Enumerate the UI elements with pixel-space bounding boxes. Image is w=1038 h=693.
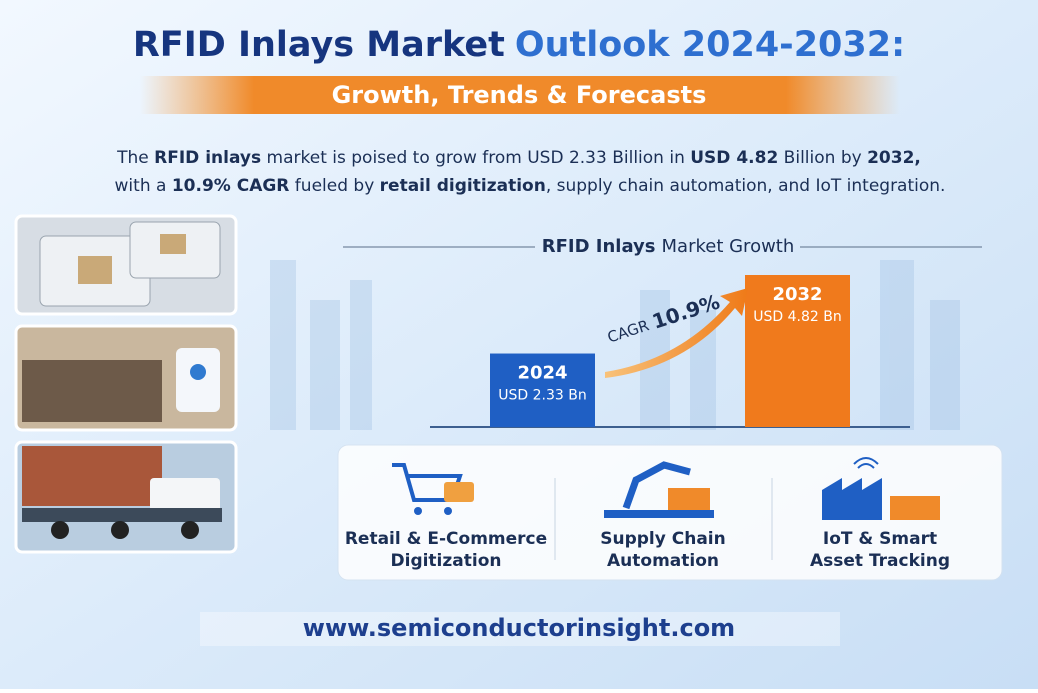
intro-segment: retail digitization <box>380 176 546 196</box>
bars: 2024 USD 2.33 Bn 2032 USD 4.82 Bn <box>490 275 850 427</box>
footer-url[interactable]: www.semiconductorinsight.com <box>303 614 735 642</box>
title: RFID Inlays Market Outlook 2024-2032: <box>133 25 905 65</box>
title-part: Outlook 2024-2032: <box>515 25 905 65</box>
intro-segment: The <box>116 148 154 168</box>
chart-title-part: Market Growth <box>662 236 795 257</box>
intro-line: with a 10.9% CAGR fueled by retail digit… <box>115 176 946 196</box>
intro-segment: fueled by <box>289 176 379 196</box>
bar-value-label: USD 4.82 Bn <box>753 309 841 325</box>
icon-cart <box>392 463 474 515</box>
icon-robot-arm <box>604 461 714 518</box>
bar <box>745 275 850 427</box>
icon-iot-factory <box>822 457 940 520</box>
intro-segment: , supply chain automation, and IoT integ… <box>546 176 946 196</box>
feature-label: Automation <box>607 551 719 571</box>
subtitle-band <box>140 76 900 114</box>
chart-title: RFID Inlays Market Growth <box>542 236 795 257</box>
feature-label: Digitization <box>391 551 502 571</box>
intro-segment: 10.9% CAGR <box>172 176 290 196</box>
feature-label: Retail & E-Commerce <box>345 529 547 549</box>
growth-arrow <box>605 288 748 378</box>
photo-retail <box>14 324 238 432</box>
city-skyline <box>270 260 960 430</box>
footer-band <box>200 612 840 646</box>
bar-value-label: USD 2.33 Bn <box>498 388 586 404</box>
feature-label: Supply Chain <box>600 529 726 549</box>
bar-year: 2032 <box>772 284 822 305</box>
subtitle: Growth, Trends & Forecasts <box>332 81 707 109</box>
photo-rfid-inlays <box>14 214 238 316</box>
photo-logistics <box>14 440 238 554</box>
intro-segment: Billion by <box>778 148 867 168</box>
feature-label: IoT & Smart <box>823 529 937 549</box>
intro-segment: market is poised to grow from USD 2.33 B… <box>261 148 690 168</box>
intro-segment: USD 4.82 <box>690 148 778 168</box>
intro-line: The RFID inlays market is poised to grow… <box>116 148 921 168</box>
intro-segment: with a <box>115 176 172 196</box>
bar <box>490 353 595 427</box>
intro-segment: RFID inlays <box>154 148 261 168</box>
bar-year: 2024 <box>517 363 567 384</box>
chart-title-part: RFID Inlays <box>542 236 656 257</box>
intro-segment: 2032, <box>867 148 921 168</box>
feature-label: Asset Tracking <box>810 551 950 571</box>
title-part: RFID Inlays Market <box>133 25 505 65</box>
